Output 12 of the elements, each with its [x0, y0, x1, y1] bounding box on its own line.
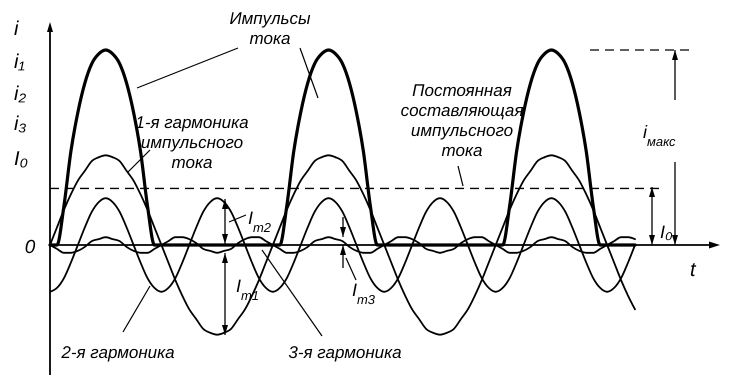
ref-line-label: Постоянная составляющая импульсного тока — [400, 81, 524, 160]
text: 0 — [24, 237, 36, 258]
annotation: I$_{m3}$ — [352, 280, 376, 306]
series-label: Импульсы тока — [229, 9, 311, 48]
series-label: 1-я гармоника импульсного тока — [135, 113, 249, 172]
text: 3-я гармоника — [288, 343, 402, 362]
y-axis-title: i i₁ i₂ i₃ I₀ — [14, 18, 28, 170]
text: 2-я гармоника — [60, 343, 175, 362]
x-axis-title: t — [690, 259, 697, 281]
text: i$_{макс}$ — [643, 122, 676, 148]
text: I₀ — [660, 222, 673, 242]
annotation: I$_{m2}$ — [248, 208, 272, 234]
